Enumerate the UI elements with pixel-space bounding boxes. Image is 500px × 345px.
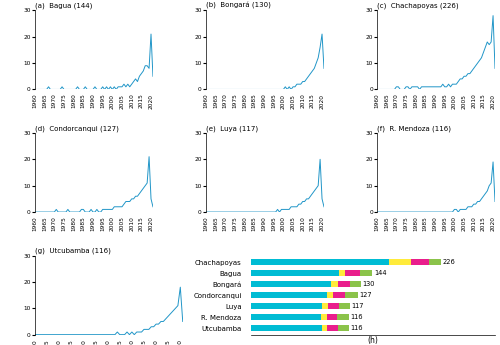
Text: (f)  R. Mendoza (116): (f) R. Mendoza (116) <box>377 125 451 132</box>
Bar <box>346 292 358 298</box>
Text: (e)  Luya (117): (e) Luya (117) <box>206 125 258 132</box>
Bar <box>327 314 337 320</box>
Bar <box>251 303 322 309</box>
Text: (c)  Chachapoyas (226): (c) Chachapoyas (226) <box>377 2 458 9</box>
Bar <box>411 259 430 265</box>
Bar <box>338 325 348 331</box>
Bar <box>251 325 322 331</box>
X-axis label: (h): (h) <box>368 336 378 345</box>
Bar <box>327 292 333 298</box>
Bar <box>251 292 327 298</box>
Bar <box>322 303 328 309</box>
Text: (a)  Bagua (144): (a) Bagua (144) <box>35 2 92 9</box>
Text: 130: 130 <box>362 281 374 287</box>
Bar <box>328 303 338 309</box>
Text: 226: 226 <box>443 259 456 265</box>
Bar <box>251 270 338 276</box>
Bar <box>430 259 441 265</box>
Bar <box>360 270 372 276</box>
Bar <box>251 259 389 265</box>
Bar <box>337 314 348 320</box>
Text: (g)  Utcubamba (116): (g) Utcubamba (116) <box>35 248 111 254</box>
Text: (b)  Bongará (130): (b) Bongará (130) <box>206 2 271 9</box>
Bar <box>321 314 327 320</box>
Text: 116: 116 <box>350 325 363 331</box>
Bar <box>322 325 327 331</box>
Bar <box>251 281 331 287</box>
Text: (d)  Condorcanqui (127): (d) Condorcanqui (127) <box>35 125 119 132</box>
Bar <box>327 325 338 331</box>
Bar <box>338 281 350 287</box>
Bar <box>331 281 338 287</box>
Text: 127: 127 <box>360 292 372 298</box>
Text: 116: 116 <box>350 314 363 320</box>
Bar <box>338 303 349 309</box>
Text: 144: 144 <box>374 270 386 276</box>
Bar <box>338 270 345 276</box>
Bar <box>251 314 321 320</box>
Bar <box>346 270 360 276</box>
Bar <box>389 259 411 265</box>
Bar <box>333 292 345 298</box>
Text: 117: 117 <box>352 303 364 309</box>
Bar <box>350 281 360 287</box>
